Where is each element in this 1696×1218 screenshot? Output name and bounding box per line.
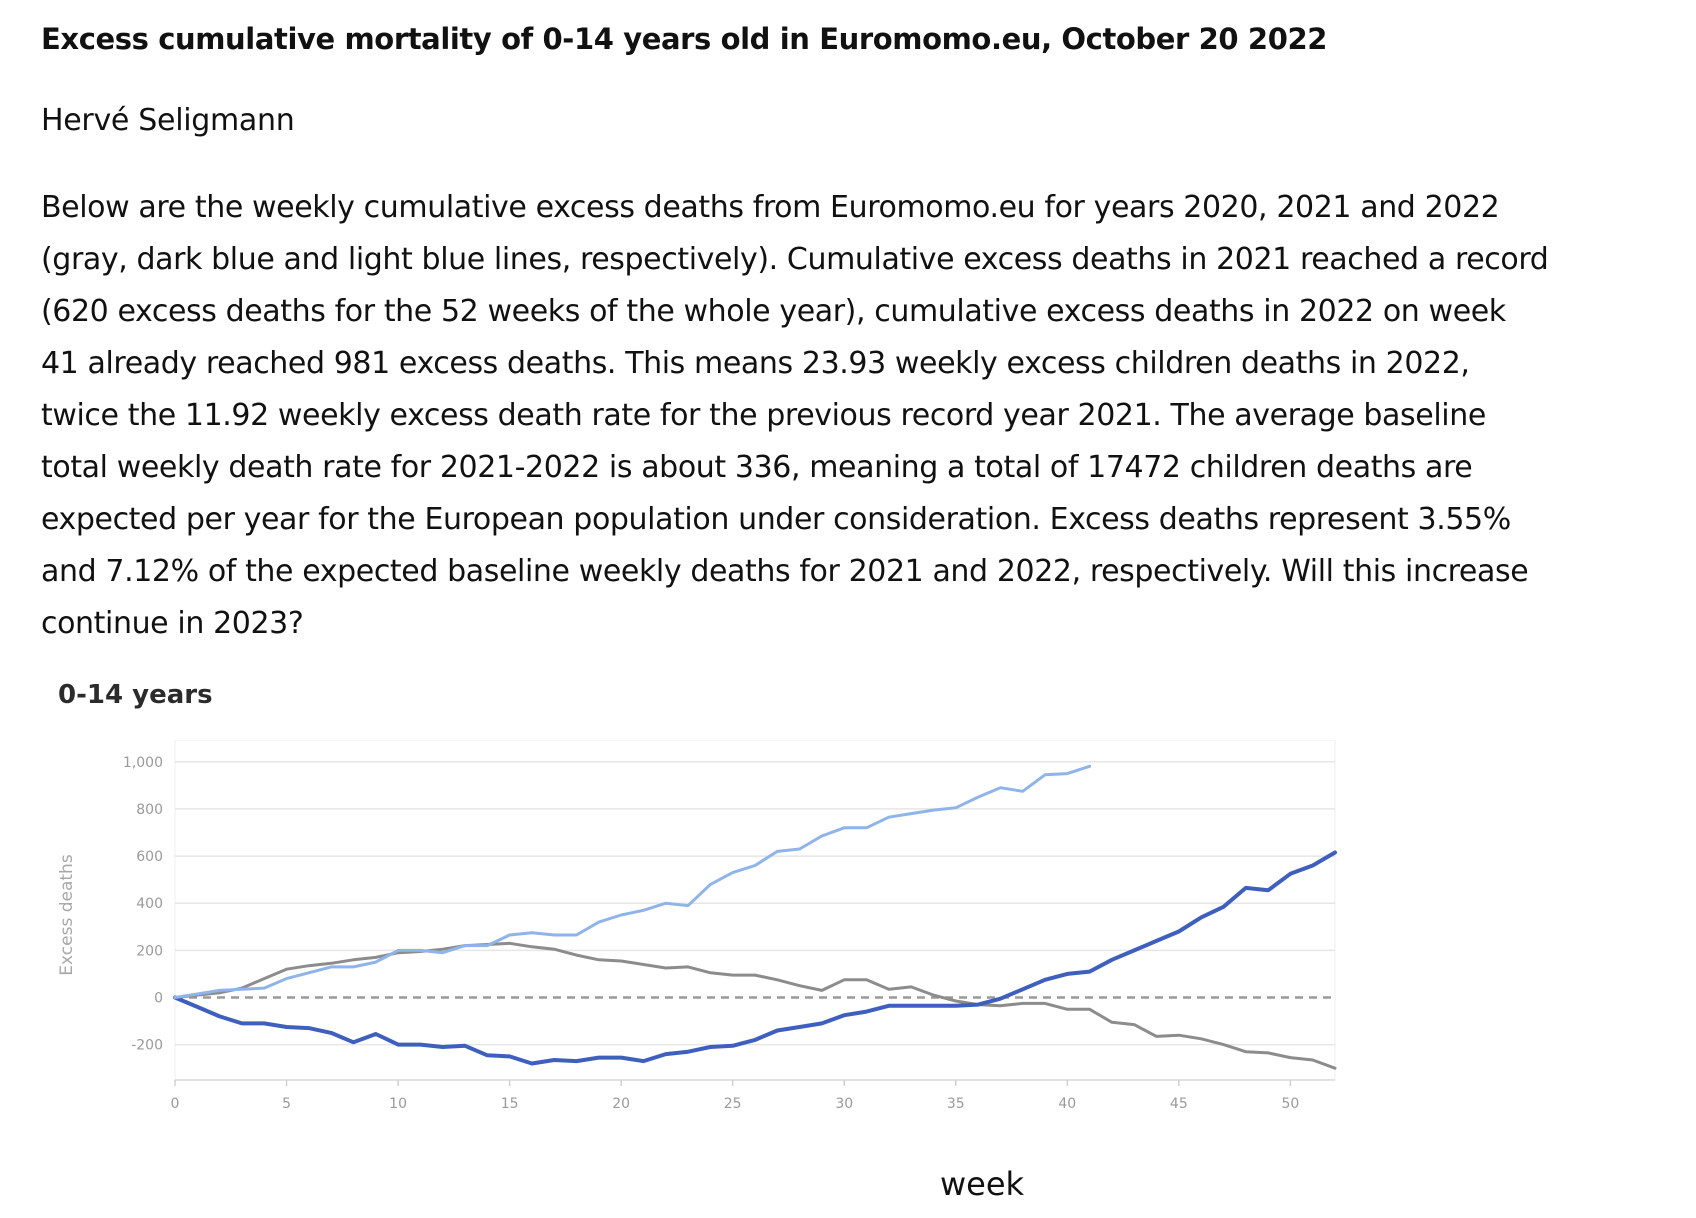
paragraph-line: (620 excess deaths for the 52 weeks of t…: [41, 294, 1506, 329]
body-paragraph: Below are the weekly cumulative excess d…: [41, 182, 1681, 650]
x-tick-label: 20: [612, 1096, 630, 1112]
x-tick-label: 50: [1281, 1096, 1299, 1112]
x-tick-label: 45: [1170, 1096, 1188, 1112]
y-tick-label: 0: [154, 991, 163, 1007]
paragraph-line: twice the 11.92 weekly excess death rate…: [41, 398, 1486, 433]
chart-title: 0-14 years: [58, 680, 213, 710]
gridlines: [174, 740, 1336, 1081]
paragraph-line: total weekly death rate for 2021-2022 is…: [41, 450, 1473, 485]
series-line-3: [173, 764, 1092, 999]
x-tick-label: 25: [724, 1096, 742, 1112]
document-title: Excess cumulative mortality of 0-14 year…: [41, 22, 1328, 56]
excess-deaths-line-chart: -200 0 200 400 600 800 1,000 0 5 10 15 20 25 30 35 40 45…: [57, 740, 1337, 1112]
x-tick-label: 40: [1058, 1096, 1076, 1112]
paragraph-line: and 7.12% of the expected baseline weekl…: [41, 554, 1529, 589]
paragraph-line: continue in 2023?: [41, 606, 304, 641]
y-tick-label: 1,000: [123, 755, 163, 771]
author-name: Hervé Seligmann: [41, 103, 295, 138]
series-line-1: [173, 941, 1337, 1070]
series-line-2: [173, 850, 1337, 1066]
plot-frame: [174, 740, 1336, 1081]
x-tick-label: 35: [947, 1096, 965, 1112]
x-tick-label: 15: [501, 1096, 519, 1112]
x-axis-label: week: [940, 1165, 1025, 1203]
y-axis-label: Excess deaths: [57, 854, 77, 976]
y-tick-label: 400: [136, 896, 163, 912]
x-tick-label: 30: [835, 1096, 853, 1112]
y-tick-label: -200: [131, 1038, 163, 1054]
paragraph-line: Below are the weekly cumulative excess d…: [41, 190, 1500, 225]
x-tick-label: 0: [171, 1096, 180, 1112]
x-tick-label: 10: [389, 1096, 407, 1112]
x-tick-label: 5: [282, 1096, 291, 1112]
y-tick-label: 800: [136, 802, 163, 818]
y-tick-label: 200: [136, 943, 163, 959]
axes: -200 0 200 400 600 800 1,000 0 5 10 15 20 25 30 35 40 45…: [123, 755, 1335, 1112]
paragraph-line: (gray, dark blue and light blue lines, r…: [41, 242, 1549, 277]
series-lines: [173, 764, 1337, 1070]
paragraph-line: expected per year for the European popul…: [41, 502, 1511, 537]
y-tick-label: 600: [136, 849, 163, 865]
paragraph-line: 41 already reached 981 excess deaths. Th…: [41, 346, 1470, 381]
